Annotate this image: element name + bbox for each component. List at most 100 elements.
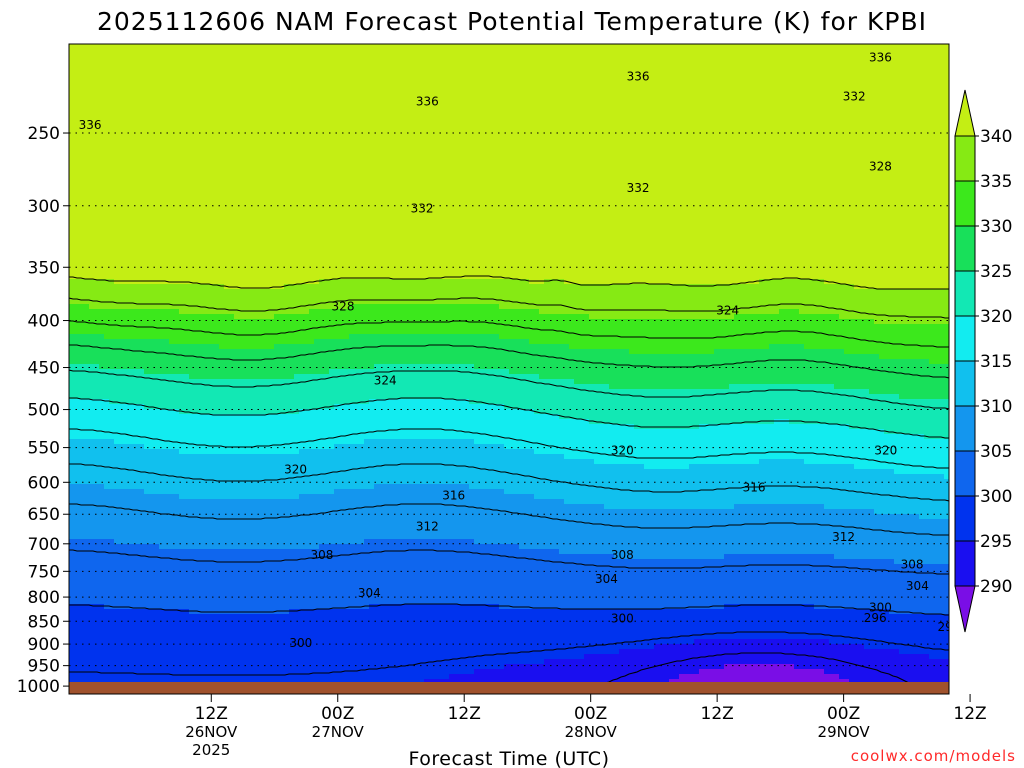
field-cell	[434, 114, 440, 120]
field-cell	[774, 89, 780, 95]
field-cell	[114, 124, 120, 130]
field-cell	[689, 119, 695, 125]
field-cell	[69, 164, 75, 170]
field-cell	[84, 149, 90, 155]
field-cell	[844, 179, 850, 185]
field-cell	[294, 49, 300, 55]
field-cell	[204, 139, 210, 145]
field-cell	[79, 44, 85, 50]
field-cell	[734, 54, 740, 60]
field-cell	[499, 54, 505, 60]
field-cell	[794, 174, 800, 180]
field-cell	[619, 74, 625, 80]
field-cell	[714, 164, 720, 170]
field-cell	[294, 174, 300, 180]
field-cell	[664, 164, 670, 170]
field-cell	[839, 179, 845, 185]
field-cell	[774, 109, 780, 115]
field-cell	[104, 124, 110, 130]
field-cell	[289, 79, 295, 85]
field-cell	[794, 134, 800, 140]
field-cell	[359, 144, 365, 150]
field-cell	[774, 169, 780, 175]
field-cell	[369, 54, 375, 60]
field-cell	[509, 154, 515, 160]
field-cell	[489, 179, 495, 185]
field-cell	[629, 69, 635, 75]
field-cell	[479, 154, 485, 160]
field-cell	[719, 179, 725, 185]
field-cell	[894, 99, 900, 105]
field-cell	[144, 144, 150, 150]
field-cell	[374, 104, 380, 110]
field-cell	[434, 59, 440, 65]
field-cell	[759, 59, 765, 65]
field-cell	[689, 114, 695, 120]
field-cell	[674, 74, 680, 80]
field-cell	[714, 179, 720, 185]
field-cell	[564, 44, 570, 50]
field-cell	[859, 114, 865, 120]
field-cell	[324, 44, 330, 50]
field-cell	[514, 89, 520, 95]
field-cell	[779, 64, 785, 70]
field-cell	[264, 179, 270, 185]
field-cell	[304, 69, 310, 75]
field-cell	[359, 109, 365, 115]
field-cell	[769, 99, 775, 105]
field-cell	[719, 154, 725, 160]
field-cell	[814, 129, 820, 135]
field-cell	[874, 119, 880, 125]
field-cell	[494, 144, 500, 150]
field-cell	[899, 69, 905, 75]
field-cell	[809, 134, 815, 140]
field-cell	[924, 94, 930, 100]
field-cell	[614, 84, 620, 90]
field-cell	[319, 49, 325, 55]
field-cell	[524, 54, 530, 60]
field-cell	[399, 129, 405, 135]
field-cell	[874, 94, 880, 100]
field-cell	[339, 44, 345, 50]
field-cell	[244, 64, 250, 70]
field-cell	[599, 164, 605, 170]
field-cell	[834, 84, 840, 90]
field-cell	[439, 139, 445, 145]
field-cell	[629, 79, 635, 85]
field-cell	[894, 129, 900, 135]
field-cell	[899, 119, 905, 125]
field-cell	[519, 94, 525, 100]
field-cell	[429, 44, 435, 50]
field-cell	[634, 144, 640, 150]
field-cell	[299, 104, 305, 110]
field-cell	[74, 184, 80, 190]
field-cell	[494, 104, 500, 110]
field-cell	[404, 59, 410, 65]
field-cell	[929, 74, 935, 80]
field-cell	[654, 154, 660, 160]
field-cell	[639, 94, 645, 100]
field-cell	[94, 99, 100, 105]
field-cell	[689, 44, 695, 50]
field-cell	[109, 74, 115, 80]
field-cell	[74, 59, 80, 65]
field-cell	[619, 54, 625, 60]
field-cell	[929, 104, 935, 110]
field-cell	[79, 144, 85, 150]
field-cell	[209, 129, 215, 135]
field-cell	[419, 149, 425, 155]
field-cell	[449, 44, 455, 50]
field-cell	[629, 134, 635, 140]
field-cell	[594, 59, 600, 65]
field-cell	[829, 54, 835, 60]
field-cell	[159, 139, 165, 145]
field-cell	[404, 109, 410, 115]
field-cell	[584, 174, 590, 180]
field-cell	[554, 124, 560, 130]
field-cell	[449, 84, 455, 90]
field-cell	[624, 124, 630, 130]
field-cell	[779, 84, 785, 90]
field-cell	[179, 69, 185, 75]
field-cell	[414, 84, 420, 90]
field-cell	[889, 134, 895, 140]
